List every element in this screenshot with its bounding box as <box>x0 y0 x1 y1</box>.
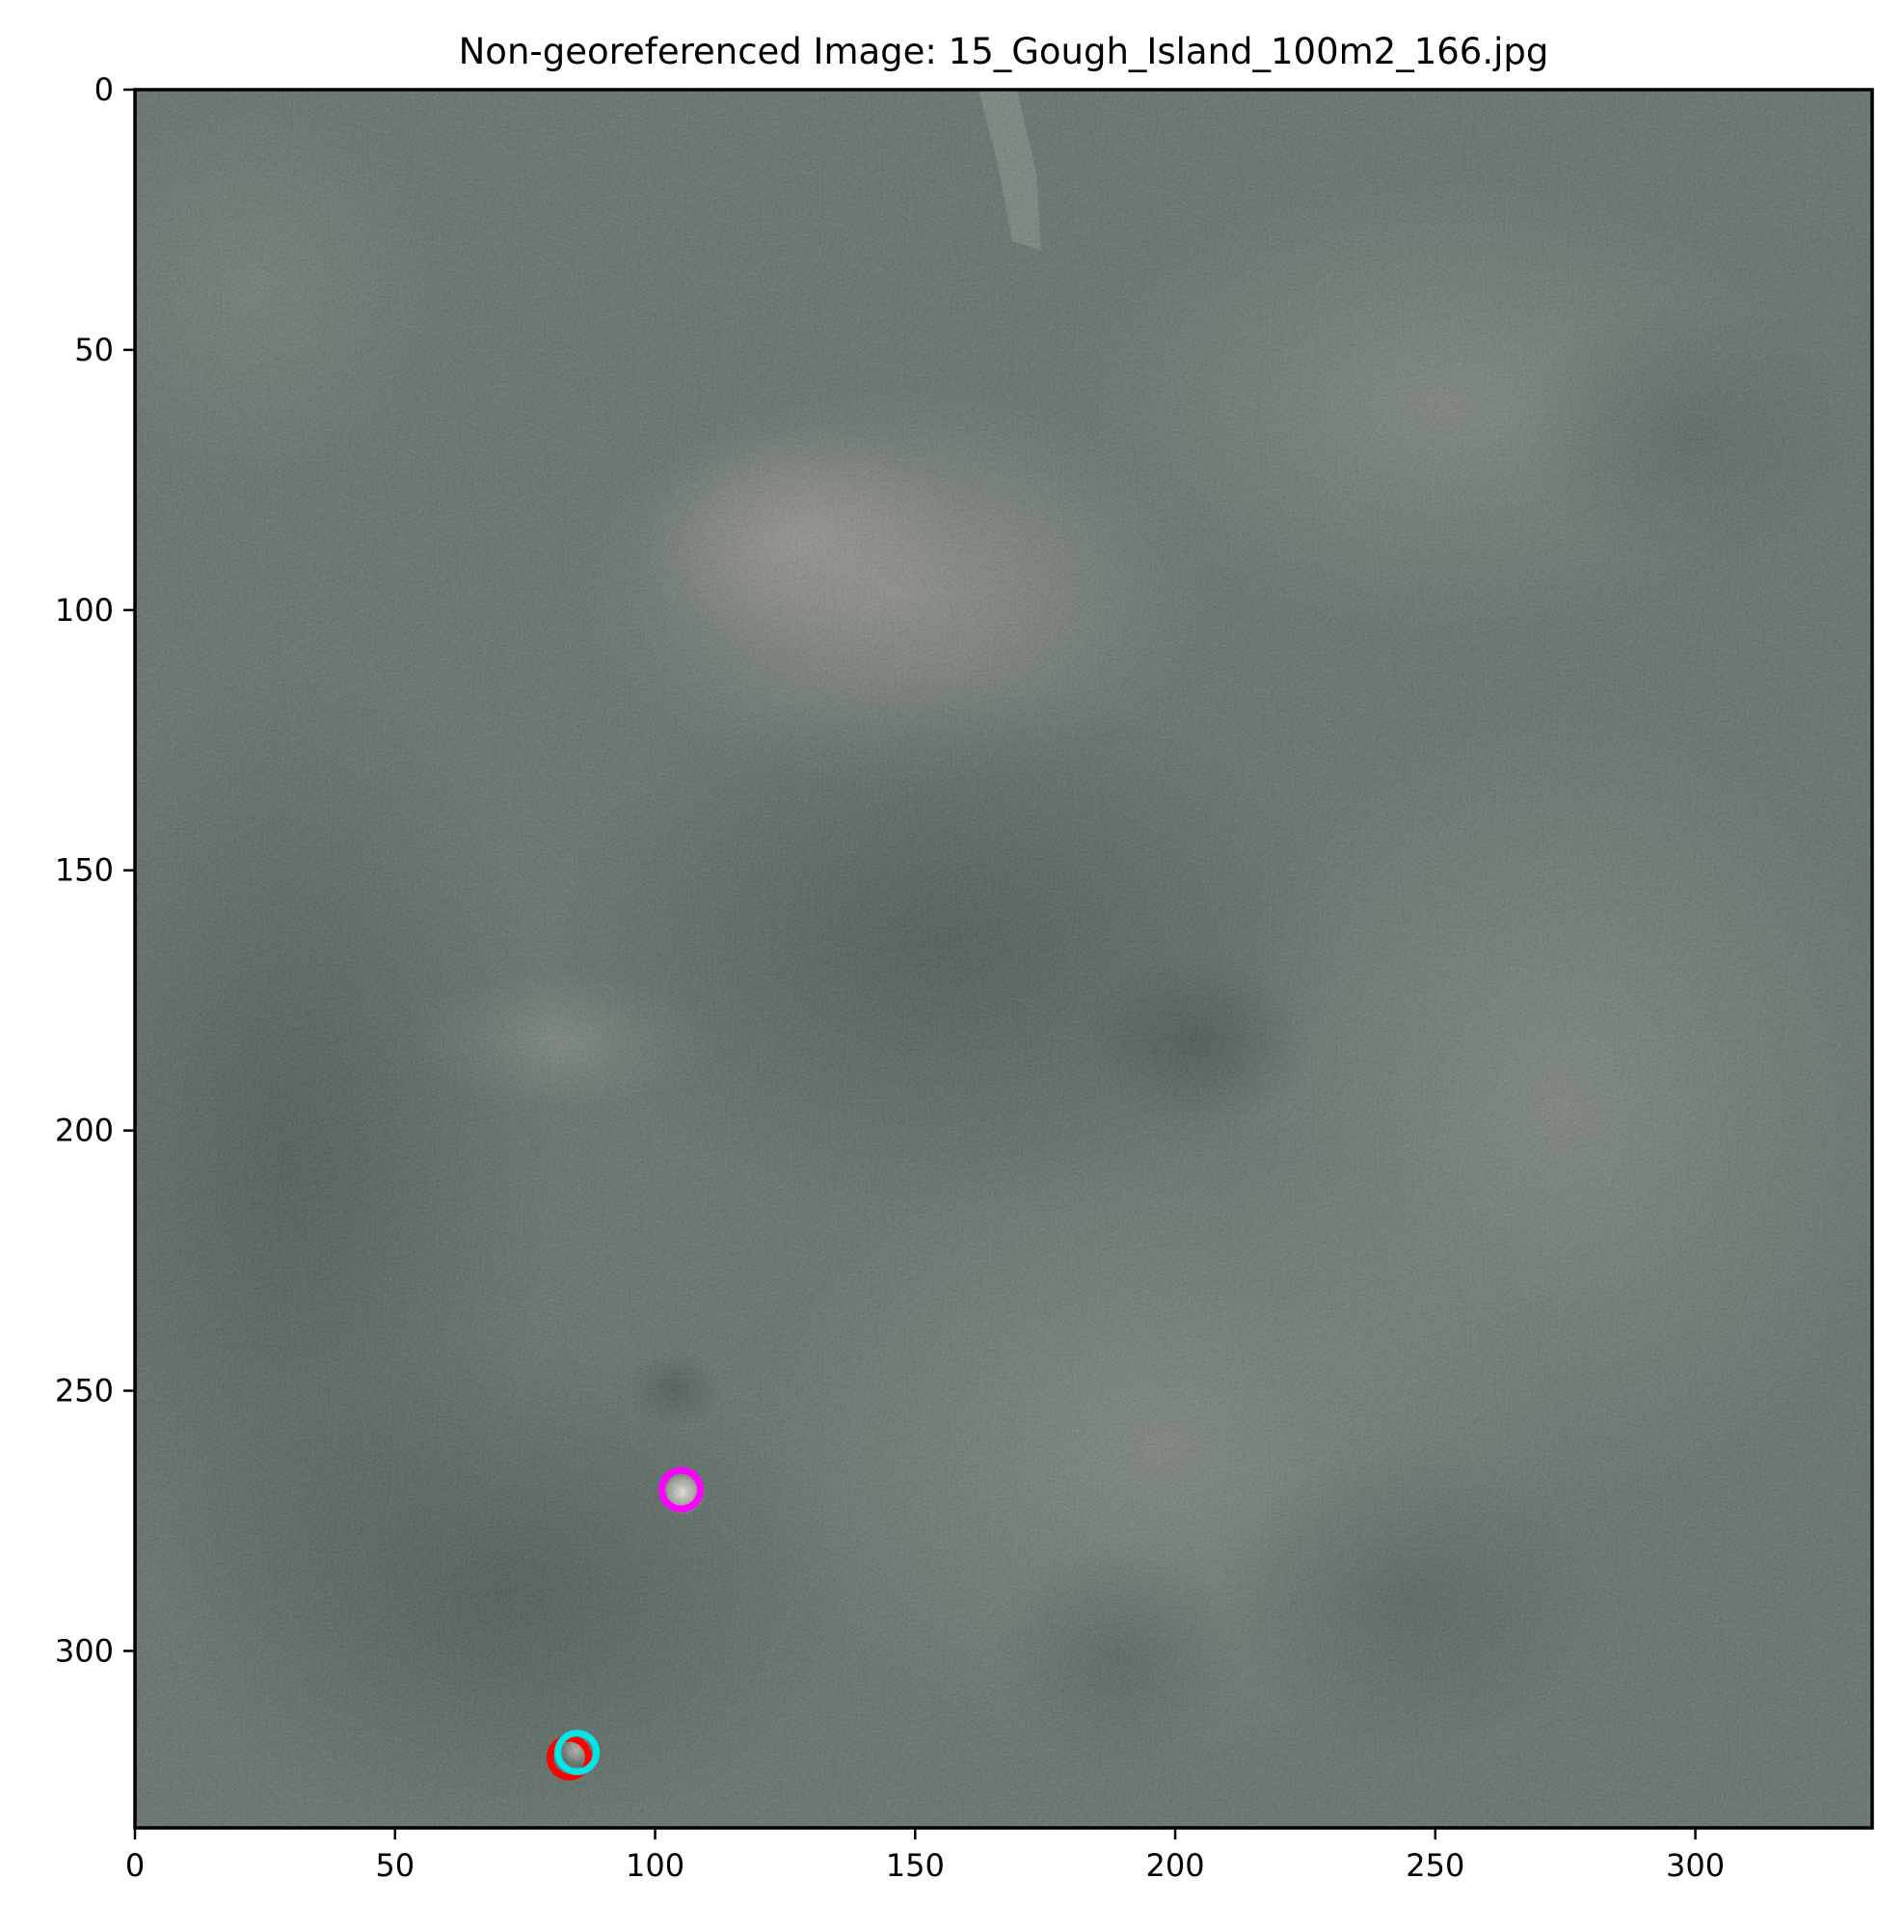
marker-point <box>554 1730 601 1776</box>
y-tick-label: 150 <box>55 852 114 889</box>
y-tick-label: 100 <box>55 592 114 629</box>
x-tick-label: 250 <box>1406 1847 1464 1884</box>
plot-frame <box>133 88 1874 1830</box>
x-tick-label: 300 <box>1666 1847 1725 1884</box>
x-tick-label: 0 <box>125 1847 145 1884</box>
x-axis: 0 50 100 150 200 250 300 <box>125 1828 1725 1884</box>
chart-title: Non-georeferenced Image: 15_Gough_Island… <box>459 31 1549 72</box>
x-tick-label: 100 <box>626 1847 684 1884</box>
y-tick-label: 50 <box>74 332 114 368</box>
y-tick-label: 200 <box>55 1113 114 1149</box>
markers-layer <box>547 1466 704 1781</box>
x-tick-label: 150 <box>886 1847 945 1884</box>
marker-point <box>657 1466 704 1513</box>
y-axis: 0 50 100 150 200 250 300 <box>55 71 135 1669</box>
aerial-image <box>135 90 1872 1828</box>
x-tick-label: 50 <box>375 1847 415 1884</box>
y-tick-label: 0 <box>94 71 114 108</box>
x-tick-label: 200 <box>1146 1847 1205 1884</box>
y-tick-label: 300 <box>55 1632 114 1669</box>
y-tick-label: 250 <box>55 1373 114 1409</box>
